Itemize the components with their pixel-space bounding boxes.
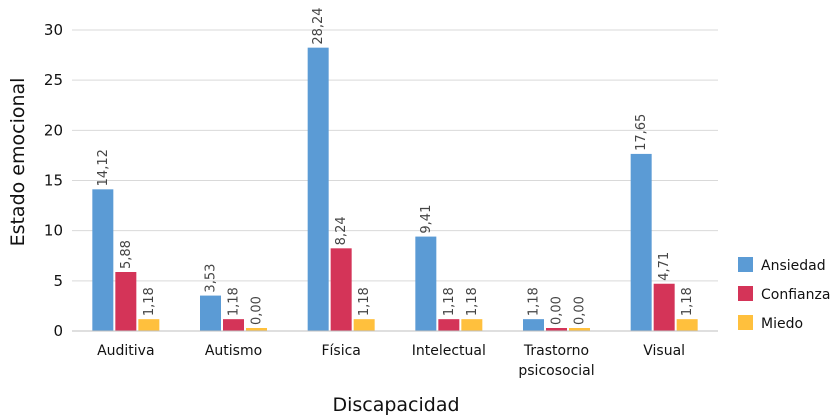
bar-confianza [115, 272, 137, 331]
x-category-label: Auditiva [97, 343, 154, 359]
data-label: 5,88 [119, 240, 134, 269]
data-label: 14,12 [96, 149, 111, 186]
x-category-label: Trastorno [523, 343, 589, 359]
data-label: 1,18 [680, 287, 695, 316]
bar-miedo [353, 319, 375, 331]
gridlines [72, 29, 718, 282]
bar-ansiedad [307, 47, 329, 332]
legend-swatch [738, 315, 753, 330]
legend: Ansiedad Confianza Miedo [738, 257, 830, 332]
data-label: 0,00 [550, 296, 565, 325]
bar-miedo [461, 319, 483, 331]
bar-ansiedad [630, 153, 652, 331]
x-axis-categories: Auditiva Autismo Física Intelectual Trastorn… [97, 343, 685, 379]
data-label: 1,18 [527, 287, 542, 316]
y-tick-label: 10 [44, 222, 63, 240]
data-label: 1,18 [227, 287, 242, 316]
x-category-label: psicosocial [518, 363, 594, 379]
data-labels: 14,12 5,88 1,18 3,53 1,18 0,00 28,24 8,24 1,18 9,… [96, 7, 695, 325]
bar-confianza [438, 319, 460, 331]
y-tick-label: 15 [44, 172, 63, 190]
legend-label: Miedo [761, 316, 803, 332]
data-label: 0,00 [250, 296, 265, 325]
bar-miedo [676, 319, 698, 331]
y-axis-title: Estado emocional [7, 78, 29, 247]
data-label: 17,65 [634, 114, 649, 151]
bar-ansiedad [200, 295, 221, 331]
bar-miedo [138, 319, 160, 331]
data-label: 1,18 [142, 287, 157, 316]
y-tick-label: 25 [44, 71, 63, 89]
data-label: 1,18 [357, 287, 372, 316]
bar-ansiedad [92, 189, 114, 331]
y-tick-label: 0 [53, 322, 63, 340]
data-label: 1,18 [465, 287, 480, 316]
x-category-label: Intelectual [412, 343, 486, 359]
data-label: 8,24 [334, 216, 349, 245]
data-label: 3,53 [204, 264, 219, 293]
bar-ansiedad [415, 236, 437, 331]
y-tick-label: 20 [44, 121, 63, 139]
data-label: 28,24 [311, 7, 326, 44]
bar-miedo [569, 328, 590, 331]
data-label: 1,18 [442, 287, 457, 316]
legend-label: Confianza [761, 287, 830, 303]
bars [92, 47, 698, 332]
y-axis-ticks: 0 5 10 15 20 25 30 [44, 21, 63, 340]
x-category-label: Física [321, 343, 360, 359]
legend-label: Ansiedad [761, 258, 826, 274]
bar-miedo [246, 328, 267, 331]
data-label: 0,00 [573, 296, 588, 325]
x-category-label: Visual [643, 343, 685, 359]
y-tick-label: 5 [53, 272, 63, 290]
x-axis-title: Discapacidad [332, 394, 459, 416]
bar-confianza [223, 319, 244, 331]
legend-swatch [738, 257, 753, 272]
bar-confianza [546, 328, 567, 331]
bar-ansiedad [523, 319, 544, 331]
x-category-label: Autismo [205, 343, 262, 359]
data-label: 9,41 [419, 205, 434, 234]
data-label: 4,71 [657, 252, 672, 281]
y-tick-label: 30 [44, 21, 63, 39]
legend-swatch [738, 286, 753, 301]
bar-confianza [653, 283, 675, 331]
bar-confianza [330, 248, 352, 331]
